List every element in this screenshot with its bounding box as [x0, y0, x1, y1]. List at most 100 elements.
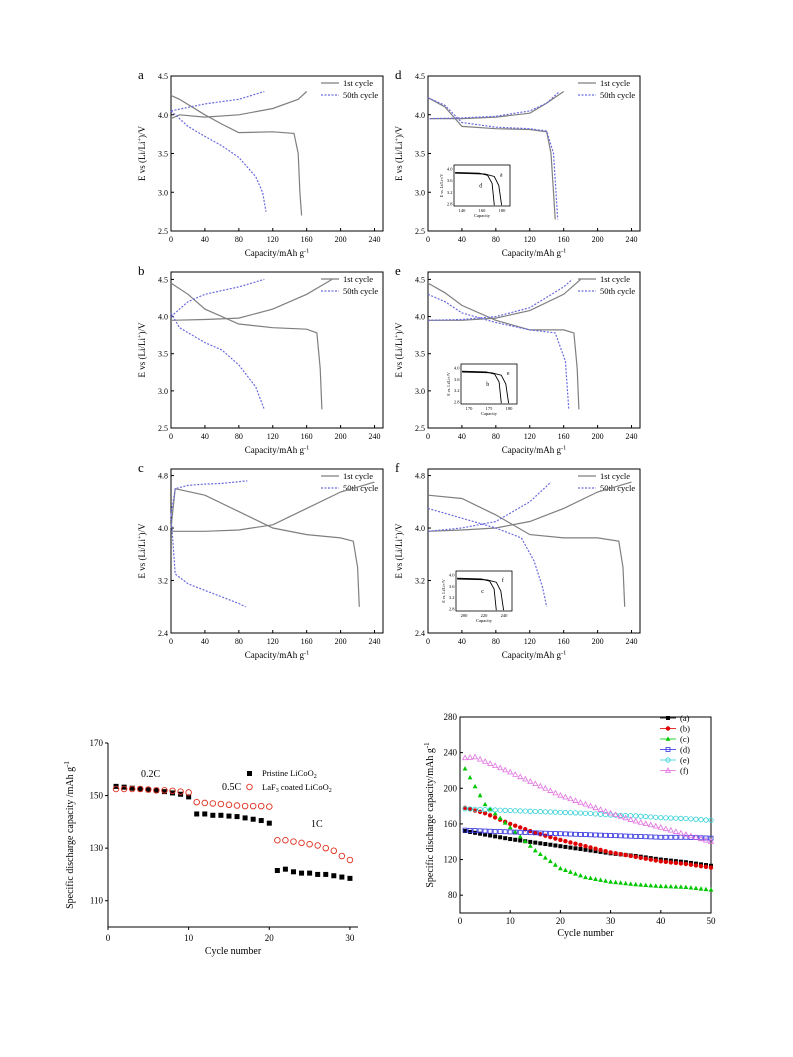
series-e-point — [688, 816, 694, 822]
y-axis-label-main: E vs (Li/Li — [137, 141, 147, 181]
pristine-point — [129, 785, 135, 791]
series-f-point — [461, 754, 469, 761]
pristine-point — [170, 790, 176, 796]
series-e-point — [653, 814, 659, 820]
legend-label-first: 1st cycle — [343, 471, 373, 481]
y-tick-label: 200 — [444, 783, 458, 793]
series-f-point — [477, 755, 484, 762]
y-tick-label: 120 — [444, 855, 458, 865]
series-f-point — [587, 802, 594, 809]
series-d-point — [487, 828, 493, 834]
legend-label-fiftieth: 50th cycle — [343, 483, 378, 493]
series-c-point — [703, 886, 709, 892]
pristine-point — [194, 811, 200, 817]
series-b-point — [467, 807, 473, 812]
legend-label-fiftieth: 50th cycle — [343, 90, 378, 100]
series-d-point — [613, 833, 619, 839]
series-d-point — [708, 835, 714, 841]
inset-x-tick-label: 140 — [459, 208, 467, 213]
series-a-point — [508, 837, 513, 842]
rate-chart: 0 10 20 30 110 130 150 170 Cycle number Specific … — [63, 738, 358, 957]
y-tick-label: 110 — [90, 896, 104, 906]
inset-curve-tag: d — [479, 184, 482, 190]
plot-frame — [170, 468, 384, 634]
series-e-point — [512, 808, 518, 814]
inset-x-tick-label: 180 — [506, 406, 514, 411]
series-e-point — [597, 811, 604, 817]
series-b-point — [563, 838, 568, 844]
x-tick-label: 200 — [592, 235, 604, 244]
series-d-point — [653, 834, 659, 840]
series-e-point — [683, 815, 689, 822]
series-d-point — [628, 833, 634, 839]
x-tick-label: 80 — [235, 637, 243, 646]
x-tick-label: 80 — [235, 432, 243, 441]
x-tick-label: 120 — [524, 235, 536, 244]
series-d-point — [578, 832, 583, 837]
coated-point — [177, 788, 184, 795]
inset-y-tick-label: 3.2 — [447, 190, 453, 195]
x-tick-label: 240 — [626, 432, 638, 441]
series-e-point — [663, 815, 669, 821]
y-tick-label: 4.0 — [415, 111, 425, 120]
series-d-point — [552, 831, 558, 836]
x-tick-label: 120 — [524, 432, 536, 441]
fiftieth-cycle-discharge-line — [170, 514, 246, 608]
series-f-point — [512, 771, 519, 777]
series-c-point — [633, 881, 639, 887]
fiftieth-cycle-charge-line — [429, 91, 560, 120]
annotation-1C: 1C — [311, 819, 323, 830]
series-e-point — [592, 811, 599, 817]
series-c-point — [578, 872, 583, 878]
x-tick-label: 160 — [301, 637, 313, 646]
series-a-point — [513, 837, 518, 842]
x-tick-label: 40 — [656, 916, 666, 926]
legend-label-coated-part-3: 2 — [329, 788, 332, 794]
series-e-point — [562, 809, 569, 816]
series-b-point — [698, 863, 704, 869]
x-axis-label: Capacity/mAh g-1 — [502, 649, 567, 660]
y-tick-label: 280 — [444, 712, 458, 722]
series-f-point — [592, 804, 599, 811]
coated-point — [257, 802, 265, 810]
series-d-point — [477, 828, 483, 834]
legend-label-coated: LaF3 coated LiCoO2 — [262, 782, 332, 794]
x-tick-label: 240 — [369, 235, 381, 244]
series-e-point — [638, 813, 644, 819]
first-cycle-discharge-line — [170, 282, 323, 410]
series-b-point — [638, 855, 643, 860]
series-b-point — [588, 845, 593, 850]
inset-curve-tag: a — [500, 172, 503, 178]
x-axis-label: Capacity/mAh g-1 — [245, 444, 310, 455]
x-axis-label-main: Cycle number — [205, 946, 262, 957]
series-e-point — [522, 808, 528, 814]
x-axis-label: Capacity/mAh g-1 — [245, 649, 310, 660]
series-a-point — [503, 836, 508, 841]
series-c-point — [507, 824, 513, 830]
series-d-point — [583, 832, 588, 837]
series-c-point — [472, 783, 478, 789]
series-a-point — [518, 838, 523, 843]
panel-letter: f — [395, 460, 400, 475]
inset-curve — [462, 371, 510, 404]
series-c-point — [532, 848, 538, 853]
series-c-point — [517, 834, 523, 839]
cycling-chart: 0 10 20 30 40 50 80 120 160 200 240 280 Cycle number… — [423, 712, 716, 939]
y-tick-label: 4.5 — [158, 72, 168, 81]
series-f-point — [707, 838, 715, 844]
x-tick-label: 0 — [169, 637, 173, 646]
series-f-point — [597, 806, 604, 812]
x-axis-label-main: Capacity/mAh g — [245, 445, 305, 455]
panel-f: 0 40 80 120 160 200 240 2.4 3.2 4.0 4.8 Capacity/mA… — [393, 460, 641, 660]
panel-letter: a — [138, 67, 144, 82]
series-f-point — [697, 835, 705, 842]
legend-swatch-pristine — [247, 771, 252, 776]
y-tick-label: 4.5 — [415, 275, 425, 284]
pristine-point — [250, 816, 256, 822]
series-f-point — [482, 758, 489, 764]
coated-point — [120, 785, 128, 793]
y-tick-label: 80 — [448, 890, 458, 900]
y-tick-label: 160 — [444, 819, 458, 829]
x-tick-label: 10 — [506, 916, 516, 926]
series-b-point — [573, 841, 578, 846]
